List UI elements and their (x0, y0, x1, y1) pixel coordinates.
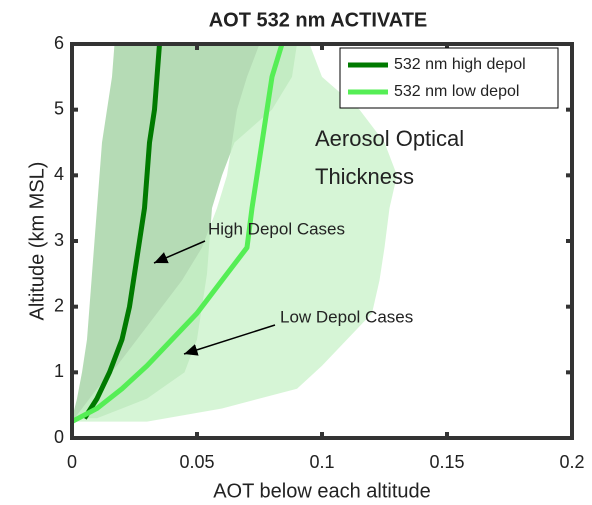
annotation: High Depol Cases (208, 219, 345, 238)
y-tick-label: 6 (54, 33, 64, 53)
band (72, 44, 397, 422)
plot-frame (70, 42, 574, 440)
lines (72, 44, 285, 424)
y-tick-label: 1 (54, 361, 64, 381)
chart-title: AOT 532 nm ACTIVATE (209, 9, 428, 31)
arrow (153, 240, 206, 264)
annotation: Low Depol Cases (280, 307, 413, 326)
legend: 532 nm high depol 532 nm low depol (339, 47, 559, 109)
line (72, 44, 285, 424)
legend-box (339, 47, 559, 109)
x-tick-label: 0.15 (429, 452, 464, 472)
arrow (183, 324, 276, 356)
bands (72, 44, 397, 422)
line (82, 44, 162, 420)
y-tick-label: 4 (54, 164, 64, 184)
x-tick-label: 0 (67, 452, 77, 472)
legend-label: 532 nm low depol (394, 83, 519, 100)
y-axis-label: Altitude (km MSL) (26, 162, 48, 321)
annotation: Thickness (315, 164, 414, 189)
annotation: Aerosol Optical (315, 126, 464, 151)
x-axis-label: AOT below each altitude (213, 480, 431, 502)
x-tick-label: 0.2 (559, 452, 584, 472)
band (72, 44, 297, 419)
y-tick-label: 2 (54, 295, 64, 315)
y-tick-label: 0 (54, 427, 64, 447)
x-tick-label: 0.1 (309, 452, 334, 472)
x-tick-label: 0.05 (179, 452, 214, 472)
y-tick-label: 3 (54, 230, 64, 250)
y-tick-label: 5 (54, 98, 64, 118)
legend-label: 532 nm high depol (394, 56, 526, 73)
